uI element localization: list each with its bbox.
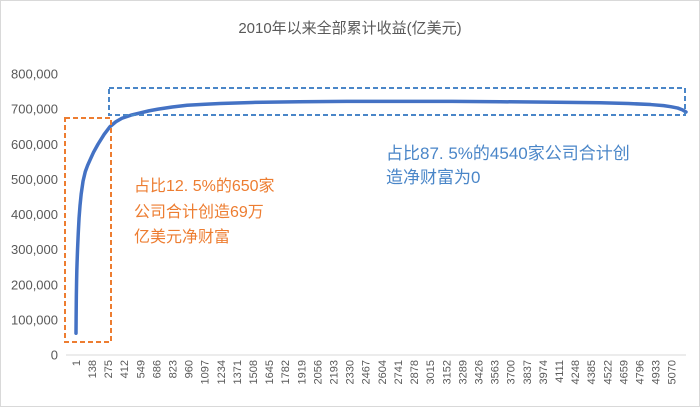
y-tick-label: 400,000 [11,207,58,222]
x-tick-label: 1508 [248,360,260,384]
annotation-line: 占比87. 5%的4540家公司合计创 [386,144,630,163]
x-tick-label: 4385 [586,360,598,384]
x-tick-label: 4111 [554,360,566,383]
x-tick-label: 4933 [651,360,663,384]
x-tick-label: 275 [103,360,115,378]
x-tick-label: 1 [71,360,83,366]
x-tick-label: 412 [119,360,131,378]
annotation-top-companies: 占比12. 5%的650家 公司合计创造69万 亿美元净财富 [134,177,279,246]
x-tick-label: 3015 [425,360,437,384]
y-axis: 0 100,000 200,000 300,000 400,000 500,000 600,… [11,67,58,363]
x-tick-label: 3289 [457,360,469,384]
x-tick-label: 1097 [200,360,212,384]
x-tick-label: 3563 [490,360,502,384]
annotation-line: 公司合计创造69万 [134,203,264,221]
x-tick-label: 2878 [409,360,421,384]
x-tick-label: 1645 [264,360,276,384]
highlight-box-top-companies [64,117,112,343]
x-tick-label: 2604 [377,360,389,384]
x-tick-label: 823 [167,360,179,378]
y-tick-label: 800,000 [11,67,58,82]
x-tick-label: 1919 [296,360,308,384]
x-tick-label: 5070 [667,360,679,384]
annotation-line: 占比12. 5%的650家 [134,177,275,195]
x-tick-label: 2467 [361,360,373,384]
x-tick-label: 4248 [570,360,582,384]
x-axis: 1 138 275 412 549 686 823 960 1097 1234 1371 1508 16… [71,360,679,384]
x-tick-label: 2330 [345,360,357,384]
x-tick-label: 1234 [216,360,228,384]
x-tick-label: 2056 [312,360,324,384]
y-tick-label: 100,000 [11,312,58,327]
y-tick-label: 300,000 [11,242,58,257]
x-tick-label: 138 [87,360,99,378]
x-tick-label: 4796 [635,360,647,384]
x-tick-label: 3837 [522,360,534,384]
x-tick-label: 960 [184,360,196,378]
x-tick-label: 686 [151,360,163,378]
chart-title: 2010年以来全部累计收益(亿美元) [238,19,461,37]
annotation-line: 造净财富为0 [386,168,480,187]
x-tick-label: 3974 [538,360,550,384]
x-tick-label: 4522 [602,360,614,384]
x-tick-label: 2741 [393,360,405,384]
x-tick-label: 3426 [473,360,485,384]
x-tick-label: 1371 [232,360,244,384]
x-tick-label: 549 [135,360,147,378]
y-tick-label: 600,000 [11,137,58,152]
annotation-remaining-companies: 占比87. 5%的4540家公司合计创 造净财富为0 [386,144,634,187]
x-tick-label: 3700 [506,360,518,384]
x-tick-label: 4659 [618,360,630,384]
y-tick-label: 200,000 [11,277,58,292]
x-tick-label: 3152 [441,360,453,384]
x-tick-label: 1782 [280,360,292,384]
y-tick-label: 0 [51,348,58,363]
y-tick-label: 700,000 [11,102,58,117]
y-tick-label: 500,000 [11,172,58,187]
annotation-line: 亿美元净财富 [134,228,230,246]
highlight-box-remaining-companies [108,87,686,116]
x-tick-label: 2193 [329,360,341,384]
